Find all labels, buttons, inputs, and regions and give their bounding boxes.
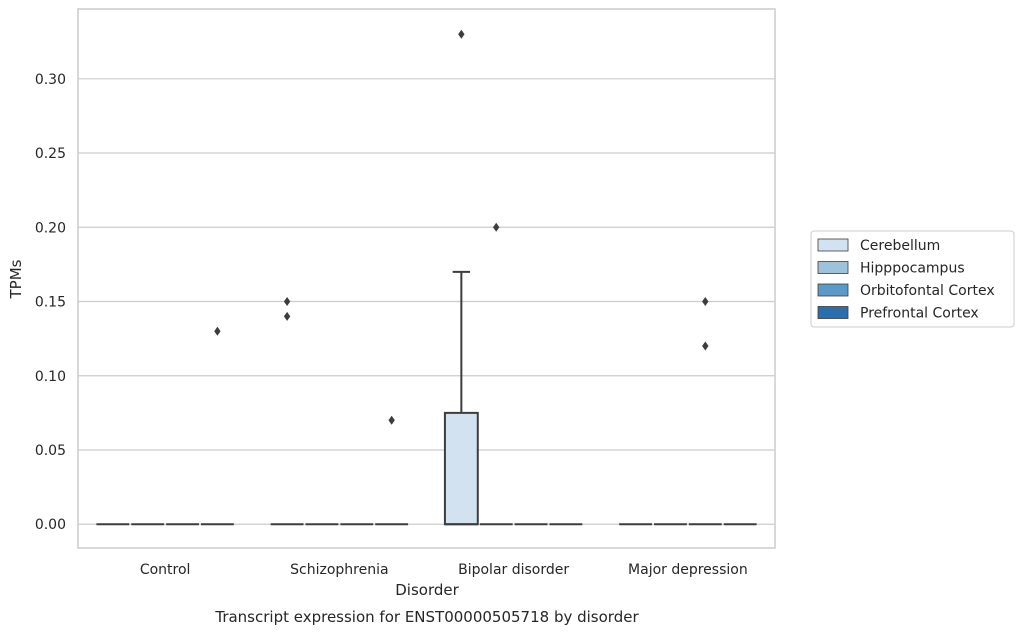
outlier-point [458, 29, 465, 39]
box-group [200, 326, 234, 526]
legend-swatch [817, 261, 849, 274]
legend-label: Hipppocampus [860, 261, 965, 277]
outlier-point [283, 311, 291, 321]
y-tick-label: 0.30 [35, 72, 66, 88]
legend-swatch [817, 283, 849, 297]
x-tick-label: Bipolar disorder [458, 562, 569, 578]
x-axis-label: Disorder [395, 581, 459, 599]
y-tick-label: 0.25 [35, 146, 66, 162]
outlier-point [702, 297, 709, 307]
y-tick-label: 0.05 [35, 443, 66, 459]
chart-title: Transcript expression for ENST0000050571… [214, 608, 639, 626]
outlier-point [283, 297, 291, 307]
boxes [96, 29, 757, 526]
y-tick-label: 0.10 [35, 369, 66, 385]
y-tick-label: 0.20 [35, 220, 66, 236]
legend-swatch [817, 306, 849, 319]
y-axis-label: TPMs [7, 259, 25, 299]
gridlines [78, 78, 775, 525]
x-tick-label: Major depression [628, 562, 748, 578]
legend-label: Prefrontal Cortex [860, 306, 979, 322]
box-group [375, 415, 409, 526]
y-tick-label: 0.15 [35, 295, 66, 311]
legend-swatch [817, 238, 849, 252]
plot-border [77, 8, 776, 549]
box-group [479, 222, 513, 526]
plot-frame [77, 8, 776, 549]
x-tick-label: Schizophrenia [290, 562, 388, 578]
box [443, 411, 479, 526]
tick-labels: 0.00 0.05 0.10 0.15 0.20 0.25 0.30 Control Schiz… [35, 72, 748, 578]
x-tick-label: Control [140, 562, 191, 578]
legend-box [810, 230, 1015, 328]
outlier-point [702, 341, 709, 351]
outlier-point [388, 415, 395, 425]
legend: Cerebellum Hipppocampus Orbitofontal Corte… [810, 230, 1015, 328]
legend-label: Cerebellum [860, 238, 940, 254]
box-group [688, 297, 722, 526]
box-group [270, 297, 304, 526]
box-group [443, 29, 479, 526]
outlier-point [493, 222, 500, 232]
outlier-point [214, 326, 221, 336]
legend-label: Orbitofontal Cortex [860, 283, 995, 299]
y-tick-label: 0.00 [35, 517, 66, 533]
